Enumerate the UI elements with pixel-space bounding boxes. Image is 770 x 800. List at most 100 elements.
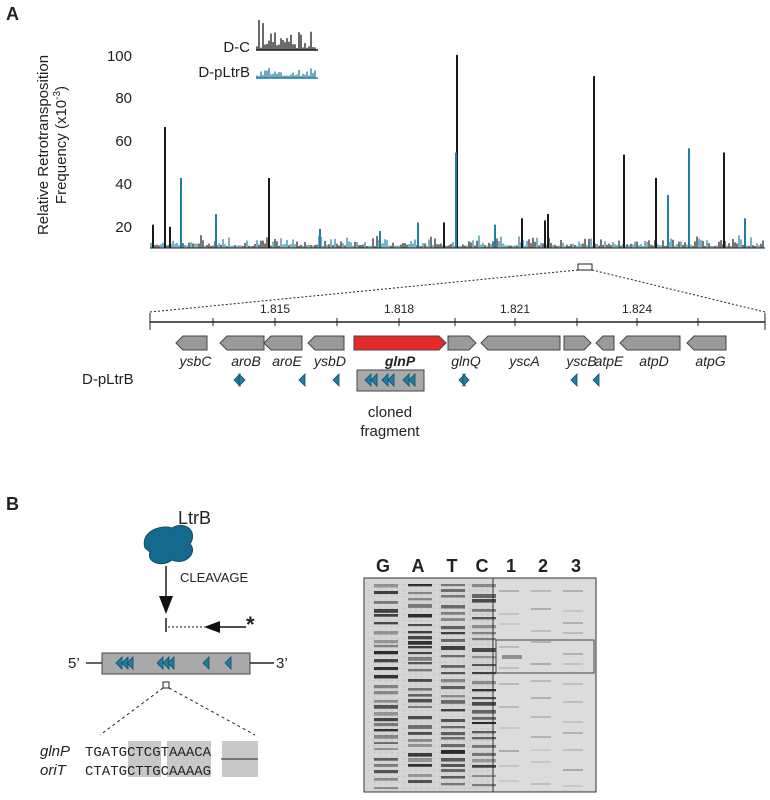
gel-band bbox=[472, 584, 496, 588]
gel-band bbox=[441, 783, 465, 786]
gel-sample-band bbox=[563, 653, 583, 655]
three-prime-label: 3’ bbox=[276, 655, 288, 672]
sequencing-gel bbox=[363, 577, 597, 793]
sequence-alignment: glnP TGATGCTCGTAAACA oriT CTATGCTTGCAAAA… bbox=[40, 741, 258, 780]
gel-band bbox=[472, 689, 496, 692]
gel-band bbox=[472, 722, 496, 725]
alignment-seq-glnp: TGATGCTCGTAAACA bbox=[85, 745, 212, 761]
y-tick-labels: 100 80 60 40 20 bbox=[107, 48, 132, 236]
gel-sample-band bbox=[563, 749, 583, 751]
gel-band bbox=[408, 744, 432, 747]
gel-band bbox=[408, 679, 432, 682]
gel-band bbox=[472, 717, 496, 720]
insertion-site-chevron bbox=[332, 373, 340, 387]
gel-band bbox=[408, 764, 432, 767]
cleavage-label: CLEAVAGE bbox=[180, 570, 248, 585]
gel-band bbox=[472, 617, 496, 620]
gene-label-glnP: glnP bbox=[384, 353, 416, 369]
gel-band bbox=[408, 706, 432, 709]
gel-band bbox=[441, 726, 465, 729]
gel-band bbox=[441, 584, 465, 587]
gel-band bbox=[472, 664, 496, 667]
gel-band bbox=[441, 686, 465, 690]
gel-band bbox=[408, 732, 432, 735]
gel-band bbox=[374, 700, 398, 703]
ltrb-enzyme-icon bbox=[143, 524, 194, 565]
gel-band bbox=[408, 604, 432, 608]
gel-band bbox=[374, 718, 398, 722]
gel-sample-band bbox=[499, 706, 519, 708]
gene-arrow-ysbC bbox=[175, 335, 208, 351]
gel-band bbox=[408, 716, 432, 720]
gel-band bbox=[374, 667, 398, 671]
gel-sample-band bbox=[531, 680, 551, 682]
panel-b-label: B bbox=[6, 494, 19, 514]
gel-band bbox=[472, 609, 496, 612]
insertion-site-chevron bbox=[570, 373, 578, 387]
gel-band bbox=[374, 764, 398, 767]
gel-band bbox=[374, 675, 398, 679]
gel-band bbox=[374, 584, 398, 588]
gel-sample-band bbox=[563, 701, 583, 703]
gel-band bbox=[374, 609, 398, 613]
scale-label-1818: 1.818 bbox=[384, 302, 414, 316]
gel-band bbox=[374, 601, 398, 604]
gel-band bbox=[441, 632, 465, 635]
gel-band bbox=[374, 758, 398, 761]
gel-lane-g: G bbox=[376, 556, 390, 576]
gel-sample-band bbox=[563, 732, 583, 734]
gel-sample-band bbox=[531, 736, 551, 738]
gel-band bbox=[374, 645, 398, 648]
gel-highlight-box bbox=[495, 639, 595, 674]
gene-arrow-glnP bbox=[353, 335, 447, 351]
gel-band bbox=[441, 744, 465, 748]
gene-arrow-atpD bbox=[619, 335, 681, 351]
fragment-site-chevron bbox=[126, 656, 134, 670]
legend-label-dpltrb: D-pLtrB bbox=[198, 64, 250, 81]
gene-arrow-yscB bbox=[563, 335, 592, 351]
gel-sample-band bbox=[499, 590, 519, 592]
gel-lane-3: 3 bbox=[571, 556, 581, 576]
insertion-site-chevron bbox=[238, 373, 246, 387]
gene-arrow-aroB bbox=[219, 335, 265, 351]
gel-sample-band bbox=[531, 663, 551, 665]
gene-label-atpD: atpD bbox=[639, 353, 669, 369]
cloned-fragment-label-line2: fragment bbox=[360, 423, 420, 440]
gel-band bbox=[441, 672, 465, 675]
gel-band bbox=[374, 778, 398, 781]
gel-band bbox=[441, 737, 465, 740]
gel-band bbox=[472, 648, 496, 652]
gel-band bbox=[441, 595, 465, 598]
gel-band bbox=[408, 669, 432, 672]
gene-label-ysbC: ysbC bbox=[179, 353, 213, 369]
gel-band bbox=[441, 612, 465, 615]
gel-band bbox=[374, 770, 398, 774]
gel-band bbox=[408, 694, 432, 697]
gel-band bbox=[408, 753, 432, 757]
gene-label-atpG: atpG bbox=[695, 353, 725, 369]
legend-dpltrb-glyph bbox=[256, 67, 318, 79]
gel-band bbox=[441, 655, 465, 658]
gel-band bbox=[472, 681, 496, 685]
gel-band bbox=[374, 742, 398, 745]
gel-band bbox=[441, 700, 465, 704]
gel-sample-region bbox=[493, 580, 595, 790]
gel-band bbox=[408, 584, 432, 587]
alignment-seq-orit: CTATGCTTGCAAAAG bbox=[85, 764, 211, 780]
ltrb-label: LtrB bbox=[178, 508, 211, 528]
gel-sample-band bbox=[499, 780, 519, 782]
gel-sample-band bbox=[531, 761, 551, 763]
gel-sample-band bbox=[531, 641, 551, 643]
gel-band bbox=[472, 731, 496, 734]
gel-lane-c: C bbox=[476, 556, 489, 576]
insertion-track-label: D-pLtrB bbox=[82, 371, 134, 388]
fragment-site-chevron bbox=[167, 656, 175, 670]
gel-band bbox=[408, 725, 432, 729]
gel-sample-band bbox=[563, 622, 583, 624]
gel-band bbox=[374, 748, 398, 751]
gel-band bbox=[374, 640, 398, 644]
gel-band bbox=[472, 599, 496, 603]
gel-band bbox=[441, 719, 465, 722]
gel-sample-band bbox=[499, 750, 519, 752]
